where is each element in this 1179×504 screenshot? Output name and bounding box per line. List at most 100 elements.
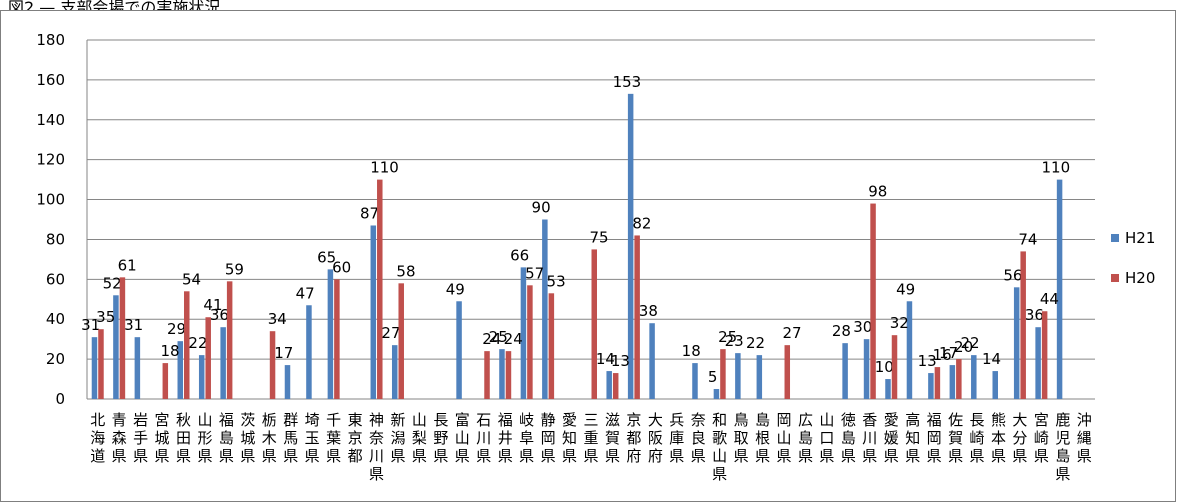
x-category-label: 岐阜県: [519, 411, 534, 465]
data-label-h21: 17: [939, 344, 958, 362]
data-label-h20: 75: [589, 228, 608, 246]
data-label-h21: 13: [918, 352, 937, 370]
data-label-h21: 22: [188, 334, 207, 352]
bar-h20: [505, 351, 512, 399]
data-label-h20: 27: [782, 324, 801, 342]
x-category-label: 秋田県: [176, 411, 191, 465]
data-label-h20: 41: [203, 296, 222, 314]
data-label-h20: 54: [182, 270, 201, 288]
bar-h21: [306, 305, 312, 399]
legend-swatch-h20: [1111, 274, 1119, 282]
x-category-label: 佐賀県: [948, 411, 963, 465]
data-label-h21: 17: [274, 344, 293, 362]
bar-h21: [606, 371, 612, 399]
data-label-h21: 38: [639, 302, 658, 320]
data-label-h21: 31: [124, 316, 143, 334]
legend-label-h21: H21: [1125, 229, 1155, 247]
data-label-h20: 110: [370, 159, 399, 177]
bar-h21: [885, 379, 891, 399]
x-category-label: 群馬県: [283, 411, 298, 465]
bar-h20: [891, 335, 898, 399]
x-category-label: 北海道: [90, 411, 105, 465]
bar-h21: [649, 323, 655, 399]
data-label-h21: 30: [853, 318, 872, 336]
bar-h20: [548, 293, 555, 399]
data-label-h20: 58: [396, 262, 415, 280]
bar-h20: [226, 281, 233, 399]
x-category-label: 岩手県: [133, 411, 148, 465]
data-label-h21: 90: [532, 199, 551, 217]
bar-h20: [870, 203, 876, 399]
bar-h21: [1035, 327, 1041, 399]
y-tick-label: 80: [46, 230, 65, 248]
data-label-h20: 44: [1040, 290, 1059, 308]
bar-h21: [692, 363, 698, 399]
x-category-label: 山梨県: [412, 411, 427, 465]
bar-h20: [934, 367, 941, 399]
data-label-h21: 31: [81, 316, 100, 334]
bar-h20: [184, 291, 190, 399]
x-category-label: 静岡県: [541, 411, 556, 465]
bar-h21: [863, 339, 870, 399]
y-tick-label: 0: [55, 390, 65, 408]
data-label-h20: 59: [225, 260, 244, 278]
x-category-label: 福岡県: [927, 411, 942, 465]
x-category-label: 宮崎県: [1034, 411, 1049, 465]
bar-h21: [713, 389, 720, 399]
x-category-label: 和歌山県: [712, 411, 727, 483]
data-label-h20: 16: [933, 346, 952, 364]
x-category-label: 栃木県: [262, 411, 277, 465]
bar-h21: [499, 349, 505, 399]
x-category-label: 茨城県: [240, 411, 255, 465]
data-label-h21: 36: [210, 306, 229, 324]
bar-h21: [627, 93, 634, 399]
x-category-label: 千葉県: [326, 411, 341, 465]
x-category-label: 奈良県: [691, 411, 706, 465]
bar-h21: [456, 301, 462, 399]
data-label-h20: 53: [547, 272, 566, 290]
bar-h20: [119, 277, 126, 399]
legend-label-h20: H20: [1125, 269, 1155, 287]
bar-h20: [956, 359, 962, 399]
data-label-h21: 23: [725, 332, 744, 350]
bar-h21: [91, 337, 98, 399]
data-label-h21: 66: [510, 246, 529, 264]
data-label-h20: 74: [1018, 230, 1037, 248]
bar-h20: [720, 349, 726, 399]
x-category-label: 神奈川県: [369, 411, 384, 483]
x-category-label: 埼玉県: [305, 411, 320, 465]
bar-h21: [971, 355, 977, 399]
x-category-label: 鳥取県: [734, 411, 749, 465]
x-category-label: 兵庫県: [669, 411, 684, 465]
data-label-h21: 5: [708, 368, 718, 386]
data-label-h21: 65: [317, 248, 336, 266]
bar-h21: [113, 295, 119, 399]
x-category-label: 広島県: [798, 411, 813, 465]
x-category-label: 岡山県: [777, 411, 792, 465]
x-category-label: 滋賀県: [605, 411, 620, 465]
bar-h21: [542, 219, 548, 399]
y-tick-label: 160: [36, 71, 65, 89]
bar-h21: [370, 225, 377, 399]
y-tick-label: 140: [36, 111, 65, 129]
x-category-label: 福井県: [498, 411, 513, 465]
x-category-label: 宮城県: [155, 411, 170, 465]
bar-h20: [269, 331, 276, 399]
bar-h21: [756, 355, 763, 399]
y-tick-label: 100: [36, 191, 65, 209]
x-category-label: 三重県: [583, 411, 598, 465]
bar-h21: [134, 337, 141, 399]
bar-h21: [284, 365, 291, 399]
y-tick-label: 60: [46, 270, 65, 288]
data-label-h21: 110: [1042, 159, 1071, 177]
data-label-h20: 60: [332, 258, 351, 276]
data-label-h20: 35: [96, 308, 115, 326]
bar-h21: [842, 343, 848, 399]
x-category-label: 愛知県: [562, 411, 577, 465]
bar-h21: [1013, 287, 1020, 399]
x-category-label: 長野県: [433, 411, 448, 465]
bar-h20: [377, 179, 383, 399]
bar-h20: [1041, 311, 1048, 399]
data-label-h21: 87: [360, 204, 379, 222]
